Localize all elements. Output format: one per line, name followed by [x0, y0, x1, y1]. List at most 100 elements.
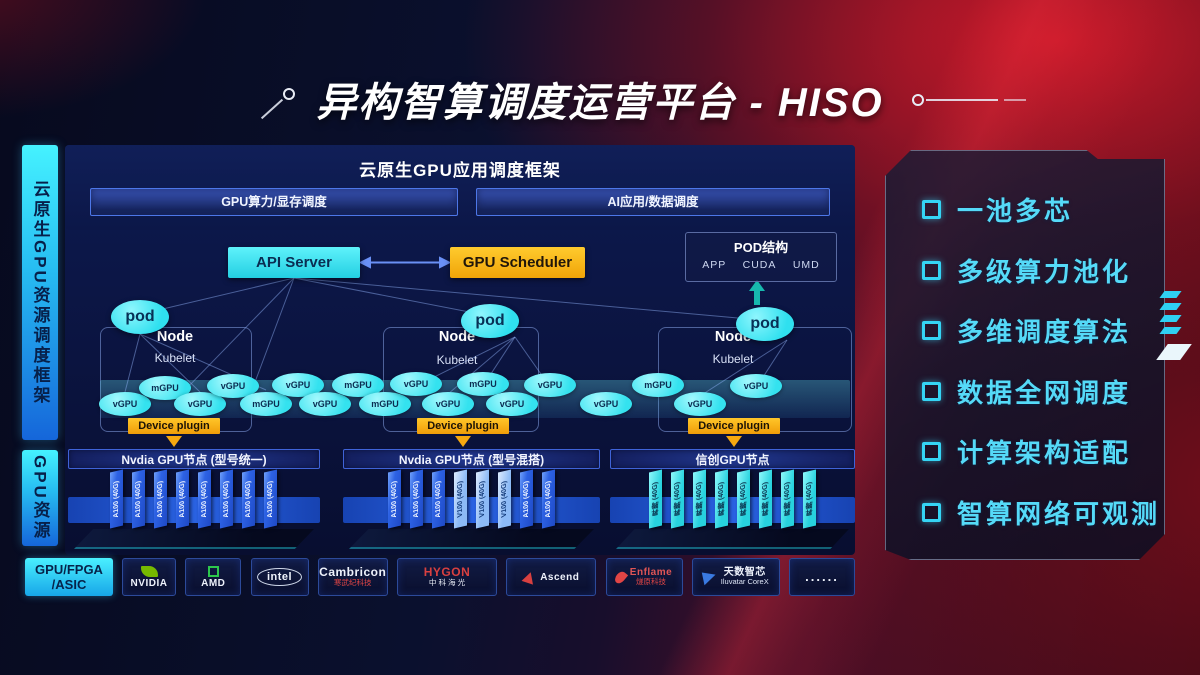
- stripe-icon: [1159, 303, 1182, 310]
- gpu-card-label: 昇腾 (40G): [739, 481, 747, 517]
- pod-structure-box: POD结构 APP CUDA UMD: [685, 232, 837, 282]
- gpu-unit-ellipse: vGPU: [422, 392, 474, 416]
- gpu-unit-ellipse: mGPU: [240, 392, 292, 416]
- square-bullet-icon: [922, 442, 941, 461]
- vendor-text: Enflame 燧原科技: [630, 567, 672, 586]
- gpu-card: 昇腾 (40G): [759, 469, 772, 529]
- down-arrow-icon-1: [166, 436, 182, 447]
- gpu-unit-ellipse: vGPU: [674, 392, 726, 416]
- gpu-card-label: A100 (40G): [113, 479, 120, 519]
- gpu-card-label: V100 (40G): [457, 480, 464, 518]
- vendor-Ascend: Ascend: [506, 558, 597, 596]
- features-panel: 一池多芯 多级算力池化 多维调度算法 数据全网调度 计算架构适配 智算网络可观测: [885, 150, 1165, 560]
- gpu-card-label: A100 (40G): [135, 479, 142, 519]
- vendor-name: Cambricon: [319, 565, 387, 580]
- gpu-unit-ellipse: mGPU: [359, 392, 411, 416]
- pod-structure-title: POD结构: [733, 240, 789, 255]
- gpu-unit-ellipse: vGPU: [174, 392, 226, 416]
- square-bullet-icon: [922, 321, 941, 340]
- gpu-cards-1: A100 (40G) A100 (40G) A100 (40G) A100 (40G)…: [110, 469, 277, 529]
- gpu-unit-ellipse: vGPU: [524, 373, 576, 397]
- line-decoration-right: [926, 99, 998, 101]
- vendor-AMD: AMD: [185, 558, 242, 596]
- circle-decoration-right: [912, 94, 924, 106]
- gpu-card: V100 (40G): [454, 469, 467, 529]
- gpu-card: A100 (40G): [410, 469, 423, 529]
- framework-bar-compute: GPU算力/显存调度: [90, 188, 458, 216]
- vendor-sub: 燧原科技: [636, 577, 666, 587]
- iluvatar-logo: [701, 569, 717, 585]
- framework-bars: GPU算力/显存调度 AI应用/数据调度: [90, 188, 830, 216]
- vendor-......: ......: [789, 558, 855, 596]
- main-diagram-panel: 云原生GPU应用调度框架 GPU算力/显存调度 AI应用/数据调度: [65, 145, 855, 555]
- amd-logo: [207, 565, 219, 577]
- gpu-card: 昇腾 (40G): [781, 469, 794, 529]
- node-label-1: Node: [156, 329, 194, 345]
- gpu-card: 昇腾 (40G): [671, 469, 684, 529]
- square-bullet-icon: [922, 200, 941, 219]
- gpu-card: A100 (40G): [242, 469, 255, 529]
- gpu-group-header-1: Nvdia GPU节点 (型号统一): [68, 449, 320, 469]
- gpu-card-label: A100 (40G): [391, 479, 398, 519]
- feature-label: 智算网络可观测: [957, 498, 1161, 529]
- gpu-card: 昇腾 (40G): [649, 469, 662, 529]
- feature-item: 智算网络可观测: [922, 494, 1152, 531]
- pod-ellipse-2: pod: [461, 304, 519, 338]
- device-plugin-2: Device plugin: [417, 418, 509, 434]
- sidebar-gpu-resources: GPU资源: [22, 450, 58, 546]
- vendor-items: NVIDIA AMD intel Cambricon 寒武纪科技 HYGON 中 科 海 光…: [122, 558, 855, 596]
- kubelet-label-2: Kubelet: [436, 353, 478, 367]
- gpu-unit-ellipse: mGPU: [139, 376, 191, 400]
- vendor-text: ......: [805, 568, 839, 584]
- gpu-card: A100 (40G): [520, 469, 533, 529]
- gpu-unit-ellipse: vGPU: [580, 392, 632, 416]
- gpu-group-xinchuang: 信创GPU节点 昇腾 (40G) 昇腾 (40G) 昇腾 (40G) 昇腾 (40G)…: [610, 449, 855, 555]
- square-bullet-icon: [922, 261, 941, 280]
- gpu-unit-ellipse: vGPU: [99, 392, 151, 416]
- gpu-card-label: 昇腾 (40G): [761, 481, 769, 517]
- vendor-text: NVIDIA: [131, 578, 168, 589]
- gpu-card-label: 昇腾 (40G): [717, 481, 725, 517]
- gpu-card: A100 (40G): [132, 469, 145, 529]
- gpu-platform-1: [74, 529, 314, 549]
- gpu-group-nvidia-uniform: Nvdia GPU节点 (型号统一) A100 (40G) A100 (40G) A…: [68, 449, 320, 555]
- pod-ellipse-1: pod: [111, 300, 169, 334]
- framework-bar-ai: AI应用/数据调度: [475, 188, 830, 216]
- gpu-unit-ellipse: mGPU: [632, 373, 684, 397]
- vendor-天数智芯: 天数智芯 Iluvatar CoreX: [691, 558, 780, 596]
- gpu-cards-2: A100 (40G) A100 (40G) A100 (40G) V100 (40G)…: [388, 469, 555, 529]
- vendor-NVIDIA: NVIDIA: [122, 558, 176, 596]
- feature-label: 一池多芯: [957, 196, 1074, 226]
- pod-item-umd: UMD: [792, 259, 820, 271]
- gpu-card: A100 (40G): [154, 469, 167, 529]
- ascend-logo: [521, 569, 537, 585]
- gpu-card: A100 (40G): [542, 469, 555, 529]
- vendor-name: Ascend: [540, 571, 580, 583]
- gpu-unit-ellipse: mGPU: [457, 372, 509, 396]
- gpu-card: A100 (40G): [110, 469, 123, 529]
- feature-item: 计算架构适配: [922, 433, 1152, 470]
- vendor-name: ......: [805, 568, 839, 584]
- down-arrow-icon-3: [726, 436, 742, 447]
- pod-structure-items: APP CUDA UMD: [686, 256, 836, 271]
- gpu-card-label: A100 (40G): [435, 479, 442, 519]
- vendor-name: intel: [256, 567, 303, 587]
- gpu-unit-ellipse: vGPU: [730, 374, 782, 398]
- gpu-card-label: V100 (40G): [501, 480, 508, 518]
- feature-label: 数据全网调度: [957, 377, 1132, 408]
- stripe-icon: [1159, 315, 1182, 322]
- vendor-name: AMD: [201, 577, 226, 589]
- vendor-Cambricon: Cambricon 寒武纪科技: [317, 558, 388, 596]
- pod-item-cuda: CUDA: [742, 259, 777, 271]
- vendor-text: 天数智芯 Iluvatar CoreX: [721, 567, 769, 586]
- cluster-section: API Server GPU Scheduler POD结构 APP CUDA …: [65, 232, 855, 447]
- gpu-cards-3: 昇腾 (40G) 昇腾 (40G) 昇腾 (40G) 昇腾 (40G) 昇腾 (40G)…: [649, 469, 816, 529]
- stripe-icon: [1159, 291, 1182, 298]
- gpu-unit-ellipse: vGPU: [486, 392, 538, 416]
- nvidia-logo: [140, 565, 158, 577]
- vendor-name: NVIDIA: [130, 577, 168, 589]
- gpu-card-label: A100 (40G): [223, 479, 230, 519]
- feature-item: 数据全网调度: [922, 373, 1152, 410]
- page-title: 异构智算调度运营平台 - HISO: [316, 81, 884, 125]
- vendor-name: Enflame: [629, 567, 673, 579]
